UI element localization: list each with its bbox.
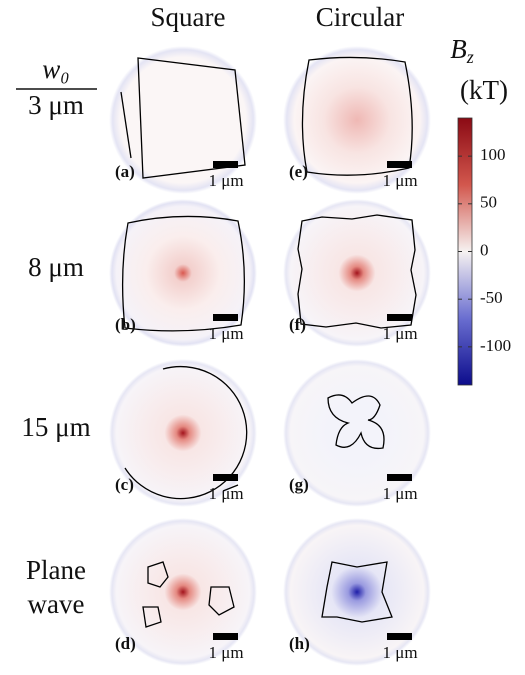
row-label: 3 μm (28, 90, 84, 120)
panel-tag: (a) (115, 162, 135, 181)
row-label: wave (28, 589, 85, 619)
panel: (b) 1 μm (109, 199, 257, 347)
scale-bar (387, 161, 412, 168)
scale-label: 1 μm (382, 171, 417, 190)
scale-bar (213, 314, 238, 321)
scale-bar (213, 633, 238, 640)
column-header: Square (151, 2, 226, 32)
subscript: z (466, 47, 474, 67)
panel: (e) 1 μm (283, 46, 431, 194)
panel-tag: (c) (115, 475, 134, 494)
symbol: B (450, 34, 467, 64)
panel-tag: (b) (115, 315, 136, 334)
panel: (c) 1 μm (109, 359, 257, 507)
tick-label: 50 (480, 193, 497, 212)
contour (327, 394, 385, 450)
scale-bar (387, 633, 412, 640)
scale-bar (213, 161, 238, 168)
contour (301, 56, 413, 176)
field-map (109, 359, 257, 507)
tick-label: 0 (480, 240, 489, 259)
contour (321, 561, 393, 623)
panel-tag: (f) (289, 315, 306, 334)
panel-tag: (h) (289, 634, 310, 653)
contour (121, 215, 245, 332)
scale-bar (387, 474, 412, 481)
panel: (h) 1 μm (283, 518, 431, 666)
panel: (g) 1 μm (283, 359, 431, 507)
field-map (283, 518, 431, 666)
field-map (109, 46, 257, 194)
panel: (f) 1 μm (283, 199, 431, 347)
contour (124, 365, 248, 500)
row-label: w₀ (42, 54, 69, 84)
field-map (109, 518, 257, 666)
panel: (a) 1 μm (109, 46, 257, 194)
panel-tag: (d) (115, 634, 136, 653)
tick-label: -50 (480, 288, 503, 307)
contour (297, 214, 417, 329)
scale-label: 1 μm (208, 643, 243, 662)
scale-label: 1 μm (208, 484, 243, 503)
colorbar-unit: (kT) (460, 75, 508, 105)
panel-tag: (g) (289, 475, 309, 494)
scale-label: 1 μm (382, 643, 417, 662)
scale-label: 1 μm (382, 324, 417, 343)
scale-label: 1 μm (208, 324, 243, 343)
tick-label: 100 (480, 145, 506, 164)
colorbar-title: Bz (450, 34, 474, 67)
field-map (109, 199, 257, 347)
field-map (283, 199, 431, 347)
row-label: 15 μm (21, 412, 90, 442)
scale-bar (213, 474, 238, 481)
panel: (d) 1 μm (109, 518, 257, 666)
field-map (283, 359, 431, 507)
contour (120, 57, 246, 179)
scale-label: 1 μm (208, 171, 243, 190)
contour (142, 561, 235, 628)
scale-bar (387, 314, 412, 321)
tick-label: -100 (480, 336, 511, 355)
field-map (283, 46, 431, 194)
column-header: Circular (316, 2, 404, 32)
scale-label: 1 μm (382, 484, 417, 503)
row-label: 8 μm (28, 252, 84, 282)
row-label: Plane (26, 555, 86, 585)
panel-tag: (e) (289, 162, 308, 181)
